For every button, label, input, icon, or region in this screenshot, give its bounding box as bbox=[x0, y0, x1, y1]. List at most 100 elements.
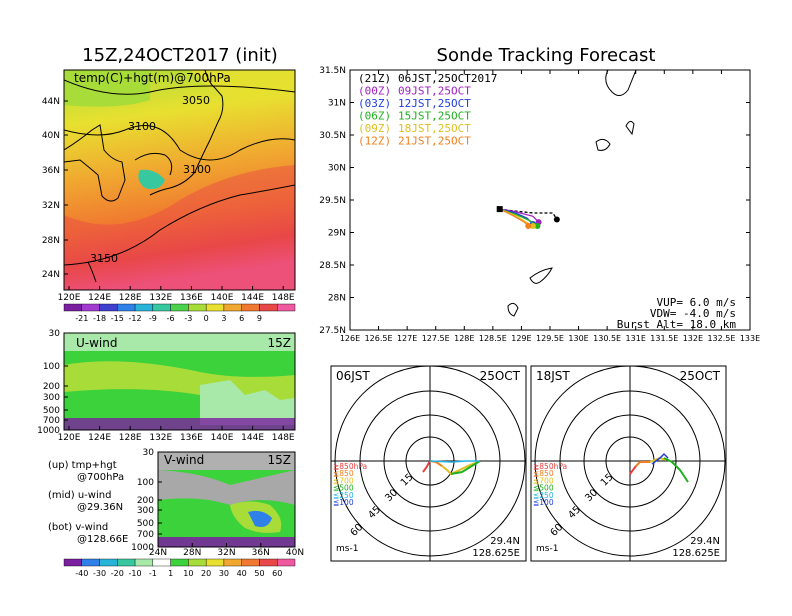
level-legend-entry: ≧850hPa bbox=[533, 462, 567, 471]
track-lon-ticks: 126E 126.5E 127E 127.5E 128E 128.5E 129E 129.5E… bbox=[340, 70, 760, 343]
lat-tick-label: 24N bbox=[149, 548, 167, 558]
hodograph-level-legend: ≧850hPa≦850≦700≦500≦250≦100 bbox=[533, 462, 567, 507]
track-end-point bbox=[553, 216, 560, 223]
temp-hot-south bbox=[64, 165, 295, 290]
lon-tick-label: 128E bbox=[119, 293, 142, 303]
level-legend-entry: ≦700 bbox=[333, 476, 354, 485]
colorbar-swatch bbox=[241, 303, 260, 312]
u-wind-time: 15Z bbox=[268, 336, 292, 350]
temp-map-label: temp(C)+hgt(m)@700hPa bbox=[74, 71, 231, 85]
colorbar-swatch bbox=[134, 558, 154, 567]
colorbar-swatch bbox=[277, 558, 296, 567]
track-legend: (21Z) 06JST,25OCT2017 (00Z) 09JST,25OCT (03Z… bbox=[358, 72, 497, 148]
colorbar-swatch bbox=[205, 558, 225, 567]
colorbar-swatch bbox=[259, 303, 278, 312]
lat-tick-label: 31.5N bbox=[319, 66, 346, 76]
lon-tick-label: 136E bbox=[180, 293, 203, 303]
note-bot-head: (bot) v-wind bbox=[48, 522, 108, 533]
lat-tick-label: 28N bbox=[328, 294, 346, 304]
lon-tick-label: 133E bbox=[740, 334, 760, 343]
pressure-tick-label: 200 bbox=[43, 382, 60, 392]
colorbar-swatch bbox=[277, 303, 296, 312]
hodograph-time: 18JST bbox=[536, 369, 570, 383]
colorbar-swatch bbox=[188, 303, 207, 312]
u-wind-weak-top bbox=[64, 333, 295, 351]
temp-map-lat-ticks: 44N 40N 36N 32N 28N 24N bbox=[42, 97, 68, 280]
temp-map-lon-ticks: 120E 124E 128E 132E 136E 140E 144E 148E bbox=[58, 286, 295, 303]
legend-entry: 06JST,25OCT2017 bbox=[398, 72, 497, 85]
colorbar-swatch bbox=[152, 303, 171, 312]
pressure-tick-label: 700 bbox=[137, 530, 154, 540]
contour-3100 bbox=[64, 125, 295, 161]
level-legend-entry: ≦850 bbox=[533, 469, 554, 478]
lon-tick-label: 130.5E bbox=[593, 334, 621, 343]
lon-tick-label: 140E bbox=[211, 433, 234, 443]
hodograph-lat: 29.4N bbox=[690, 536, 720, 547]
pressure-tick-label: 500 bbox=[137, 519, 154, 529]
temperature-map: temp(C)+hgt(m)@700hPa 3050 3100 3100 315… bbox=[42, 69, 296, 323]
legend-entry: 12JST,25OCT bbox=[398, 97, 471, 110]
trace-segment-700 bbox=[635, 461, 650, 467]
lon-tick-label: 136E bbox=[180, 433, 203, 443]
v-wind-low-level bbox=[158, 537, 295, 547]
level-legend-entry: ≦100 bbox=[333, 498, 354, 507]
colorbar-swatch bbox=[99, 303, 118, 312]
trace-segment-250 bbox=[450, 460, 481, 475]
lat-tick-label: 28.5N bbox=[319, 261, 346, 271]
u-wind-low-level bbox=[64, 418, 295, 430]
colorbar-label: -6 bbox=[167, 314, 175, 323]
pressure-tick-label: 30 bbox=[49, 329, 61, 339]
legend-entry: 09JST,25OCT bbox=[398, 85, 471, 98]
level-legend-entry: ≦100 bbox=[533, 498, 554, 507]
track-end-point bbox=[529, 223, 536, 229]
island-tokunoshima bbox=[507, 302, 519, 317]
colorbar-label: -40 bbox=[75, 569, 88, 578]
lon-tick-label: 127.5E bbox=[422, 334, 450, 343]
legend-entry: 18JST,25OCT bbox=[398, 122, 471, 135]
temp-cold-cell bbox=[138, 169, 165, 189]
trace-segment-850 bbox=[629, 465, 637, 475]
pressure-tick-label: 300 bbox=[43, 393, 60, 403]
launch-point bbox=[496, 206, 503, 213]
colorbar-swatch bbox=[99, 558, 118, 567]
legend-code: (03Z) bbox=[358, 97, 391, 110]
colorbar-label: 10 bbox=[183, 569, 193, 578]
lon-tick-label: 120E bbox=[58, 293, 81, 303]
colorbar-label: 40 bbox=[237, 569, 247, 578]
lat-tick-label: 27.5N bbox=[319, 326, 346, 336]
colorbar-label: 9 bbox=[257, 314, 262, 323]
island-kyushu-tip bbox=[605, 69, 637, 96]
hodograph-trace bbox=[629, 452, 689, 483]
lon-tick-label: 144E bbox=[241, 433, 264, 443]
colorbar-label: -30 bbox=[93, 569, 106, 578]
lat-tick-label: 40N bbox=[286, 548, 304, 558]
hodograph-date: 25OCT bbox=[480, 369, 521, 383]
lat-tick-label: 40N bbox=[42, 131, 60, 141]
lon-tick-label: 128.5E bbox=[479, 334, 507, 343]
v-wind-lat-ticks: 24N 28N 32N 36N 40N bbox=[149, 543, 304, 558]
hodograph-trace bbox=[422, 460, 481, 476]
trace-segment-250 bbox=[663, 457, 689, 483]
colorbar-swatch bbox=[81, 558, 100, 567]
coastline-taiwan bbox=[87, 261, 97, 283]
colorbar-label: -18 bbox=[93, 314, 106, 323]
hodograph-date: 25OCT bbox=[680, 369, 721, 383]
lon-tick-label: 127E bbox=[397, 334, 417, 343]
lat-tick-label: 36N bbox=[42, 166, 60, 176]
lat-tick-label: 30N bbox=[328, 164, 346, 174]
note-up-sub: @700hPa bbox=[77, 472, 124, 483]
colorbar-swatch bbox=[134, 303, 154, 312]
v-wind-time: 15Z bbox=[268, 453, 292, 467]
legend-code: (09Z) bbox=[358, 122, 391, 135]
colorbar-label: 30 bbox=[219, 569, 229, 578]
lon-tick-label: 148E bbox=[272, 293, 295, 303]
lat-tick-label: 29.5N bbox=[319, 196, 346, 206]
lon-tick-label: 148E bbox=[272, 433, 295, 443]
hodograph-unit: ms-1 bbox=[336, 544, 358, 554]
v-wind-gray-top bbox=[158, 452, 295, 470]
temp-warm-ne bbox=[64, 70, 295, 100]
level-legend-entry: ≦850 bbox=[333, 469, 354, 478]
coastline-kyushu bbox=[134, 152, 173, 176]
